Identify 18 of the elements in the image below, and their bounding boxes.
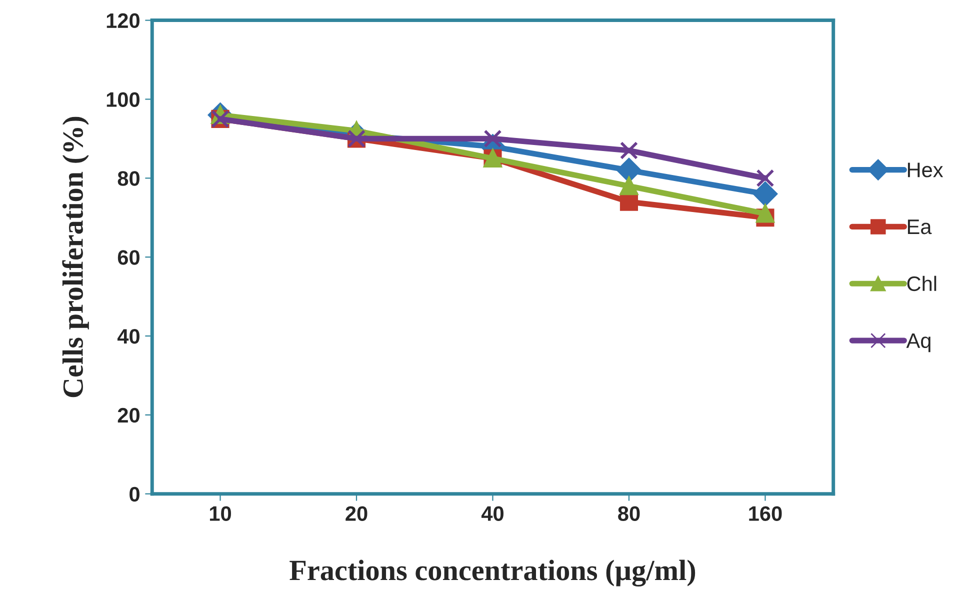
legend-label: Ea <box>908 220 932 234</box>
x-tick-label: 80 <box>618 506 640 521</box>
y-axis-title: Cells proliferation (%) <box>62 116 89 398</box>
x-tick-label: 160 <box>749 506 782 521</box>
y-tick-label: 0 <box>130 486 140 502</box>
legend-label: Chl <box>907 276 936 292</box>
y-tick-label: 20 <box>118 408 140 423</box>
x-axis-title: Fractions concentrations (µg/ml) <box>290 560 696 586</box>
x-tick-label: 20 <box>346 506 368 521</box>
y-tick-label: 100 <box>106 92 140 107</box>
legend-label: Aq <box>906 334 930 352</box>
y-tick-label: 60 <box>118 250 140 265</box>
y-tick-label: 40 <box>117 328 140 344</box>
legend-label: Hex <box>908 162 944 178</box>
y-tick-label: 120 <box>106 13 140 28</box>
x-tick-label: 40 <box>481 506 504 521</box>
x-tick-label: 10 <box>210 506 231 521</box>
y-tick-label: 80 <box>118 171 140 186</box>
